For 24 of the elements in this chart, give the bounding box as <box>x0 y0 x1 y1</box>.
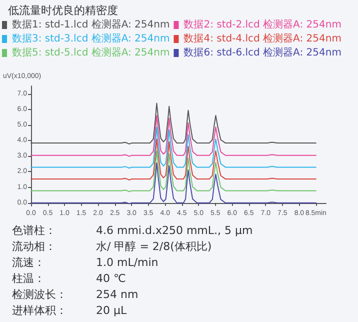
text: 流速： <box>12 255 46 271</box>
line-series <box>30 138 316 180</box>
legend-label: 数据6: std-6.lcd 检测器A: 254nm <box>184 46 342 58</box>
legend-label: 数据2: std-2.lcd 检测器A: 254nm <box>184 18 342 30</box>
line-series <box>30 126 316 169</box>
line-series <box>30 162 316 204</box>
chart-title: 低流量时优良的精密度 <box>8 3 118 18</box>
legend-label: 数据1: std-1.lcd 检测器A: 254nm <box>12 18 170 30</box>
text: 柱温： <box>12 271 46 287</box>
legend-label: 数据5: std-5.lcd 检测器A: 254nm <box>12 46 170 58</box>
text: 4.6 mmi.d.x250 mmL., 5 µm <box>96 223 254 239</box>
legend-label: 数据3: std-3.lcd 检测器A: 254nm <box>12 32 170 44</box>
text: 1.0 mL/min <box>96 255 160 271</box>
text: 流动相： <box>12 239 57 255</box>
text: 色谱柱： <box>12 223 57 239</box>
line-series <box>30 150 316 192</box>
text: 进样体积： <box>12 303 68 319</box>
text: 40 ℃ <box>96 271 127 287</box>
text: 检测波长： <box>12 287 68 303</box>
legend-label: 数据4: std-4.lcd 检测器A: 254nm <box>184 32 342 44</box>
line-series <box>30 114 316 157</box>
text: 20 µL <box>96 303 128 319</box>
text: 水/ 甲醇 = 2/8(体积比) <box>96 239 213 255</box>
text: 254 nm <box>96 287 140 303</box>
